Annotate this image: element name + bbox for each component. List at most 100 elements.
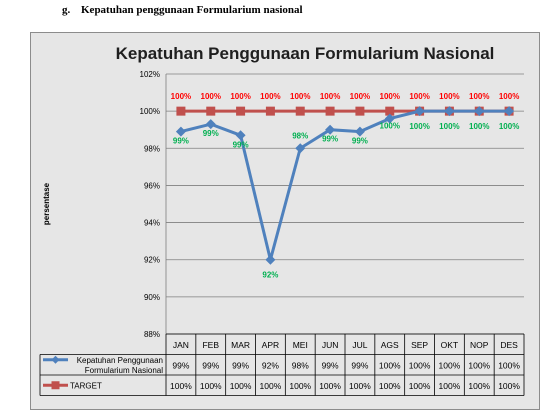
marker-actual xyxy=(474,106,485,117)
data-label-target: 100% xyxy=(350,92,370,101)
legend-marker-actual xyxy=(51,355,60,364)
table-cell: 98% xyxy=(292,361,309,371)
table-cell: 100% xyxy=(230,381,252,391)
data-label-actual: 100% xyxy=(469,122,489,131)
table-cell: 100% xyxy=(439,361,461,371)
line-chart: Kepatuhan Penggunaan Formularium Nasiona… xyxy=(30,32,540,410)
table-cell: 100% xyxy=(468,381,490,391)
data-label-actual: 92% xyxy=(262,271,278,280)
data-label-actual: 98% xyxy=(292,131,308,140)
data-label-target: 100% xyxy=(469,92,489,101)
marker-target xyxy=(206,106,216,116)
y-tick-label: 98% xyxy=(144,144,160,153)
x-tick-label: FEB xyxy=(202,340,219,350)
data-label-actual: 100% xyxy=(409,122,429,131)
chart-title: Kepatuhan Penggunaan Formularium Nasiona… xyxy=(116,44,495,63)
marker-target xyxy=(385,106,395,116)
x-tick-label: SEP xyxy=(411,340,428,350)
y-axis-label: persentase xyxy=(42,182,51,225)
table-cell: 100% xyxy=(409,381,431,391)
data-label-target: 100% xyxy=(409,92,429,101)
data-label-target: 100% xyxy=(201,92,221,101)
data-label-target: 100% xyxy=(499,92,519,101)
table-cell: 99% xyxy=(232,361,249,371)
data-label-target: 100% xyxy=(439,92,459,101)
marker-actual xyxy=(325,124,336,135)
legend-label-actual-line1: Kepatuhan Penggunaan xyxy=(77,356,163,365)
data-label-actual: 100% xyxy=(380,122,400,131)
marker-actual xyxy=(265,254,276,265)
table-cell: 100% xyxy=(170,381,192,391)
data-label-actual: 100% xyxy=(439,122,459,131)
data-label-actual: 99% xyxy=(322,135,338,144)
marker-actual xyxy=(205,119,216,130)
table-cell: 100% xyxy=(468,361,490,371)
table-cell: 100% xyxy=(349,381,371,391)
x-tick-label: JUL xyxy=(352,340,367,350)
y-tick-label: 90% xyxy=(144,293,160,302)
table-cell: 99% xyxy=(202,361,219,371)
table-cell: 100% xyxy=(379,361,401,371)
data-label-actual: 99% xyxy=(173,137,189,146)
table-cell: 92% xyxy=(262,361,279,371)
marker-actual xyxy=(444,106,455,117)
table-cell: 99% xyxy=(322,361,339,371)
marker-actual xyxy=(354,126,365,137)
data-label-target: 100% xyxy=(380,92,400,101)
x-tick-label: OKT xyxy=(441,340,458,350)
x-tick-label: NOP xyxy=(470,340,489,350)
marker-actual xyxy=(295,143,306,154)
y-tick-label: 94% xyxy=(144,219,160,228)
table-cell: 100% xyxy=(409,361,431,371)
marker-actual xyxy=(504,106,515,117)
x-tick-label: JAN xyxy=(173,340,189,350)
x-tick-label: DES xyxy=(500,340,518,350)
marker-actual xyxy=(384,113,395,124)
table-cell: 100% xyxy=(498,381,520,391)
table-cell: 99% xyxy=(351,361,368,371)
y-tick-label: 96% xyxy=(144,181,160,190)
marker-actual xyxy=(235,130,246,141)
y-tick-label: 102% xyxy=(140,70,160,79)
x-tick-label: APR xyxy=(262,340,279,350)
marker-actual xyxy=(175,126,186,137)
marker-target xyxy=(265,106,275,116)
marker-target xyxy=(295,106,305,116)
x-tick-label: MEI xyxy=(293,340,308,350)
legend-marker-target xyxy=(51,381,60,390)
data-label-actual: 99% xyxy=(233,140,249,149)
marker-actual xyxy=(414,106,425,117)
data-label-target: 100% xyxy=(171,92,191,101)
table-cell: 100% xyxy=(260,381,282,391)
data-label-target: 100% xyxy=(320,92,340,101)
table-cell: 99% xyxy=(172,361,189,371)
x-tick-label: JUN xyxy=(322,340,339,350)
y-tick-label: 92% xyxy=(144,256,160,265)
x-tick-label: MAR xyxy=(231,340,250,350)
legend-label-target: TARGET xyxy=(70,381,102,390)
table-cell: 100% xyxy=(379,381,401,391)
section-heading: g. Kepatuhan penggunaan Formularium nasi… xyxy=(62,4,303,16)
marker-target xyxy=(325,106,335,116)
marker-target xyxy=(236,106,246,116)
marker-target xyxy=(176,106,186,116)
data-label-actual: 100% xyxy=(499,122,519,131)
y-tick-label: 88% xyxy=(144,330,160,339)
y-tick-label: 100% xyxy=(140,107,160,116)
section-title: Kepatuhan penggunaan Formularium nasiona… xyxy=(81,4,303,16)
table-cell: 100% xyxy=(439,381,461,391)
legend-label-actual-line2: Formularium Nasional xyxy=(85,366,163,375)
data-label-actual: 99% xyxy=(352,137,368,146)
section-number: g. xyxy=(62,4,71,16)
data-label-actual: 99% xyxy=(203,129,219,138)
x-tick-label: AGS xyxy=(381,340,399,350)
table-cell: 100% xyxy=(289,381,311,391)
table-cell: 100% xyxy=(319,381,341,391)
table-cell: 100% xyxy=(200,381,222,391)
data-label-target: 100% xyxy=(230,92,250,101)
plot-area xyxy=(166,74,524,334)
data-label-target: 100% xyxy=(290,92,310,101)
table-cell: 100% xyxy=(498,361,520,371)
marker-target xyxy=(355,106,365,116)
data-label-target: 100% xyxy=(260,92,280,101)
